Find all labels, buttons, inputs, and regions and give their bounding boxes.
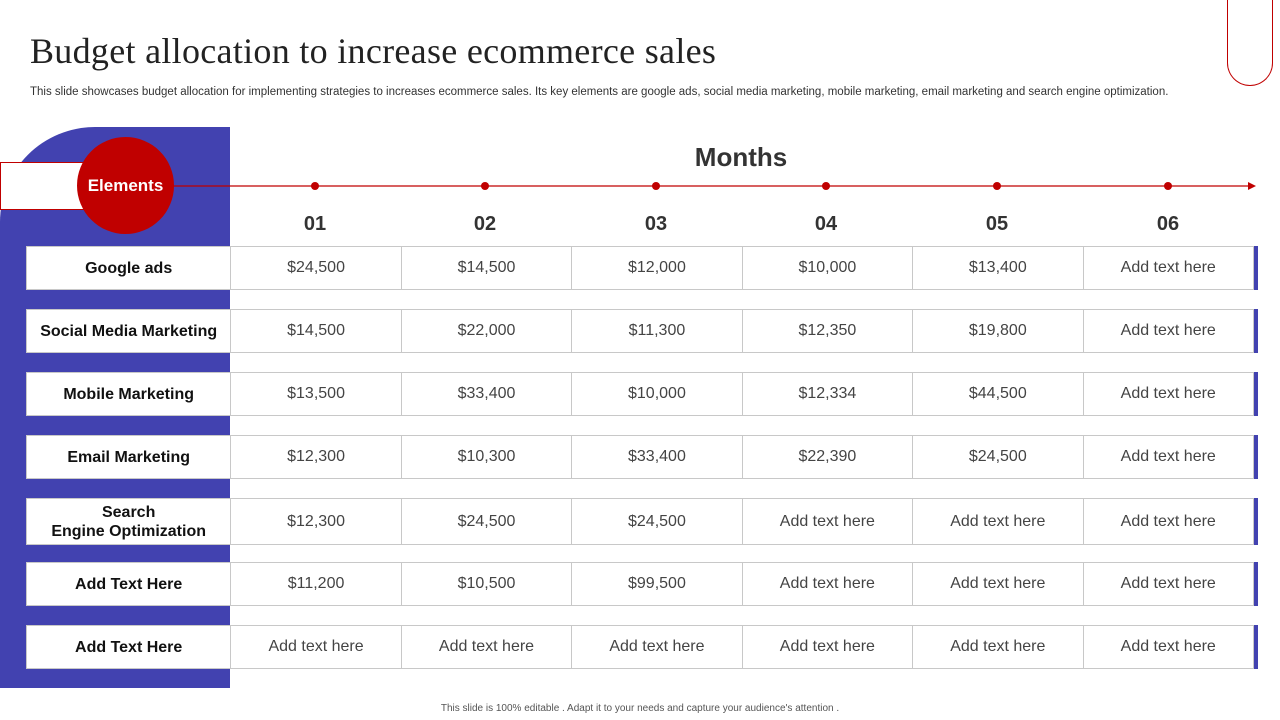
table-cell: $24,500 bbox=[231, 247, 402, 289]
table-cell: $44,500 bbox=[913, 373, 1084, 415]
row-label: Search Engine Optimization bbox=[27, 499, 232, 544]
row-accent-bar bbox=[1254, 435, 1258, 479]
table-cell: Add text here bbox=[1120, 575, 1216, 592]
table-cell: Add text here bbox=[572, 626, 743, 668]
table-cell: $12,350 bbox=[743, 310, 914, 352]
table-cell: $13,500 bbox=[231, 373, 402, 415]
row-accent-bar bbox=[1254, 562, 1258, 606]
table-row: Google ads $24,500 $14,500 $12,000 $10,0… bbox=[26, 246, 1254, 290]
row-label: Add Text Here bbox=[27, 626, 232, 668]
table-cell: $10,000 bbox=[743, 247, 914, 289]
table-cell: $11,300 bbox=[572, 310, 743, 352]
footer-note: This slide is 100% editable . Adapt it t… bbox=[440, 703, 840, 714]
table-cell: Add text here bbox=[913, 563, 1084, 605]
table-cell: $12,000 bbox=[572, 247, 743, 289]
month-number: 01 bbox=[303, 213, 327, 235]
row-accent-bar bbox=[1254, 625, 1258, 669]
timeline-dot bbox=[311, 182, 319, 190]
elements-label: Elements bbox=[87, 175, 164, 195]
page-title: Budget allocation to increase ecommerce … bbox=[30, 31, 717, 71]
table-cell: $33,400 bbox=[402, 373, 573, 415]
table-cell: Add text here bbox=[1120, 385, 1216, 402]
table-cell: $24,500 bbox=[572, 499, 743, 544]
table-cell: $12,300 bbox=[231, 436, 402, 478]
month-number: 02 bbox=[473, 213, 497, 235]
table-row: Social Media Marketing $14,500 $22,000 $… bbox=[26, 309, 1254, 353]
table-cell: Add text here bbox=[743, 499, 914, 544]
table-cell: $12,300 bbox=[231, 499, 402, 544]
table-cell: $22,390 bbox=[743, 436, 914, 478]
timeline-dot bbox=[993, 182, 1001, 190]
corner-decoration bbox=[1227, 0, 1273, 86]
row-label: Email Marketing bbox=[27, 436, 232, 478]
table-cell: $12,334 bbox=[743, 373, 914, 415]
table-row: Email Marketing $12,300 $10,300 $33,400 … bbox=[26, 435, 1254, 479]
months-heading: Months bbox=[694, 142, 788, 172]
table-cell: Add text here bbox=[1120, 448, 1216, 465]
table-row: Search Engine Optimization $12,300 $24,5… bbox=[26, 498, 1254, 545]
timeline-dot bbox=[481, 182, 489, 190]
table-cell: $11,200 bbox=[231, 563, 402, 605]
table-cell: Add text here bbox=[913, 499, 1084, 544]
table-cell: $10,500 bbox=[402, 563, 573, 605]
table-cell: Add text here bbox=[743, 563, 914, 605]
months-timeline bbox=[170, 182, 1256, 190]
timeline-dot bbox=[822, 182, 830, 190]
month-number: 04 bbox=[814, 213, 838, 235]
table-cell: Add text here bbox=[1120, 638, 1216, 655]
month-number: 05 bbox=[985, 213, 1009, 235]
page-subtitle: This slide showcases budget allocation f… bbox=[30, 86, 1169, 98]
table-cell: Add text here bbox=[743, 626, 914, 668]
table-row: Add Text Here Add text here Add text her… bbox=[26, 625, 1254, 669]
table-cell: $33,400 bbox=[572, 436, 743, 478]
table-cell: $22,000 bbox=[402, 310, 573, 352]
table-cell: $10,000 bbox=[572, 373, 743, 415]
table-cell: Add text here bbox=[913, 626, 1084, 668]
row-accent-bar bbox=[1254, 372, 1258, 416]
table-cell: $10,300 bbox=[402, 436, 573, 478]
row-accent-bar bbox=[1254, 246, 1258, 290]
table-row: Add Text Here $11,200 $10,500 $99,500 Ad… bbox=[26, 562, 1254, 606]
table-cell: $99,500 bbox=[572, 563, 743, 605]
timeline-dot bbox=[652, 182, 660, 190]
month-number: 06 bbox=[1156, 213, 1180, 235]
table-cell: $19,800 bbox=[913, 310, 1084, 352]
table-cell: $24,500 bbox=[913, 436, 1084, 478]
row-label: Social Media Marketing bbox=[27, 310, 232, 352]
table-cell: Add text here bbox=[1120, 322, 1216, 339]
table-cell: Add text here bbox=[1120, 259, 1216, 276]
row-accent-bar bbox=[1254, 498, 1258, 545]
table-cell: $24,500 bbox=[402, 499, 573, 544]
timeline-dot bbox=[1164, 182, 1172, 190]
table-cell: Add text here bbox=[231, 626, 402, 668]
table-cell: Add text here bbox=[1120, 512, 1216, 530]
table-cell: Add text here bbox=[402, 626, 573, 668]
table-cell: $13,400 bbox=[913, 247, 1084, 289]
month-number: 03 bbox=[644, 213, 668, 235]
row-label: Add Text Here bbox=[27, 563, 232, 605]
row-label: Google ads bbox=[27, 247, 232, 289]
table-cell: $14,500 bbox=[231, 310, 402, 352]
elements-badge: Elements bbox=[77, 137, 174, 234]
table-row: Mobile Marketing $13,500 $33,400 $10,000… bbox=[26, 372, 1254, 416]
row-label: Mobile Marketing bbox=[27, 373, 232, 415]
table-cell: $14,500 bbox=[402, 247, 573, 289]
timeline-arrow-icon bbox=[1248, 182, 1256, 190]
row-accent-bar bbox=[1254, 309, 1258, 353]
